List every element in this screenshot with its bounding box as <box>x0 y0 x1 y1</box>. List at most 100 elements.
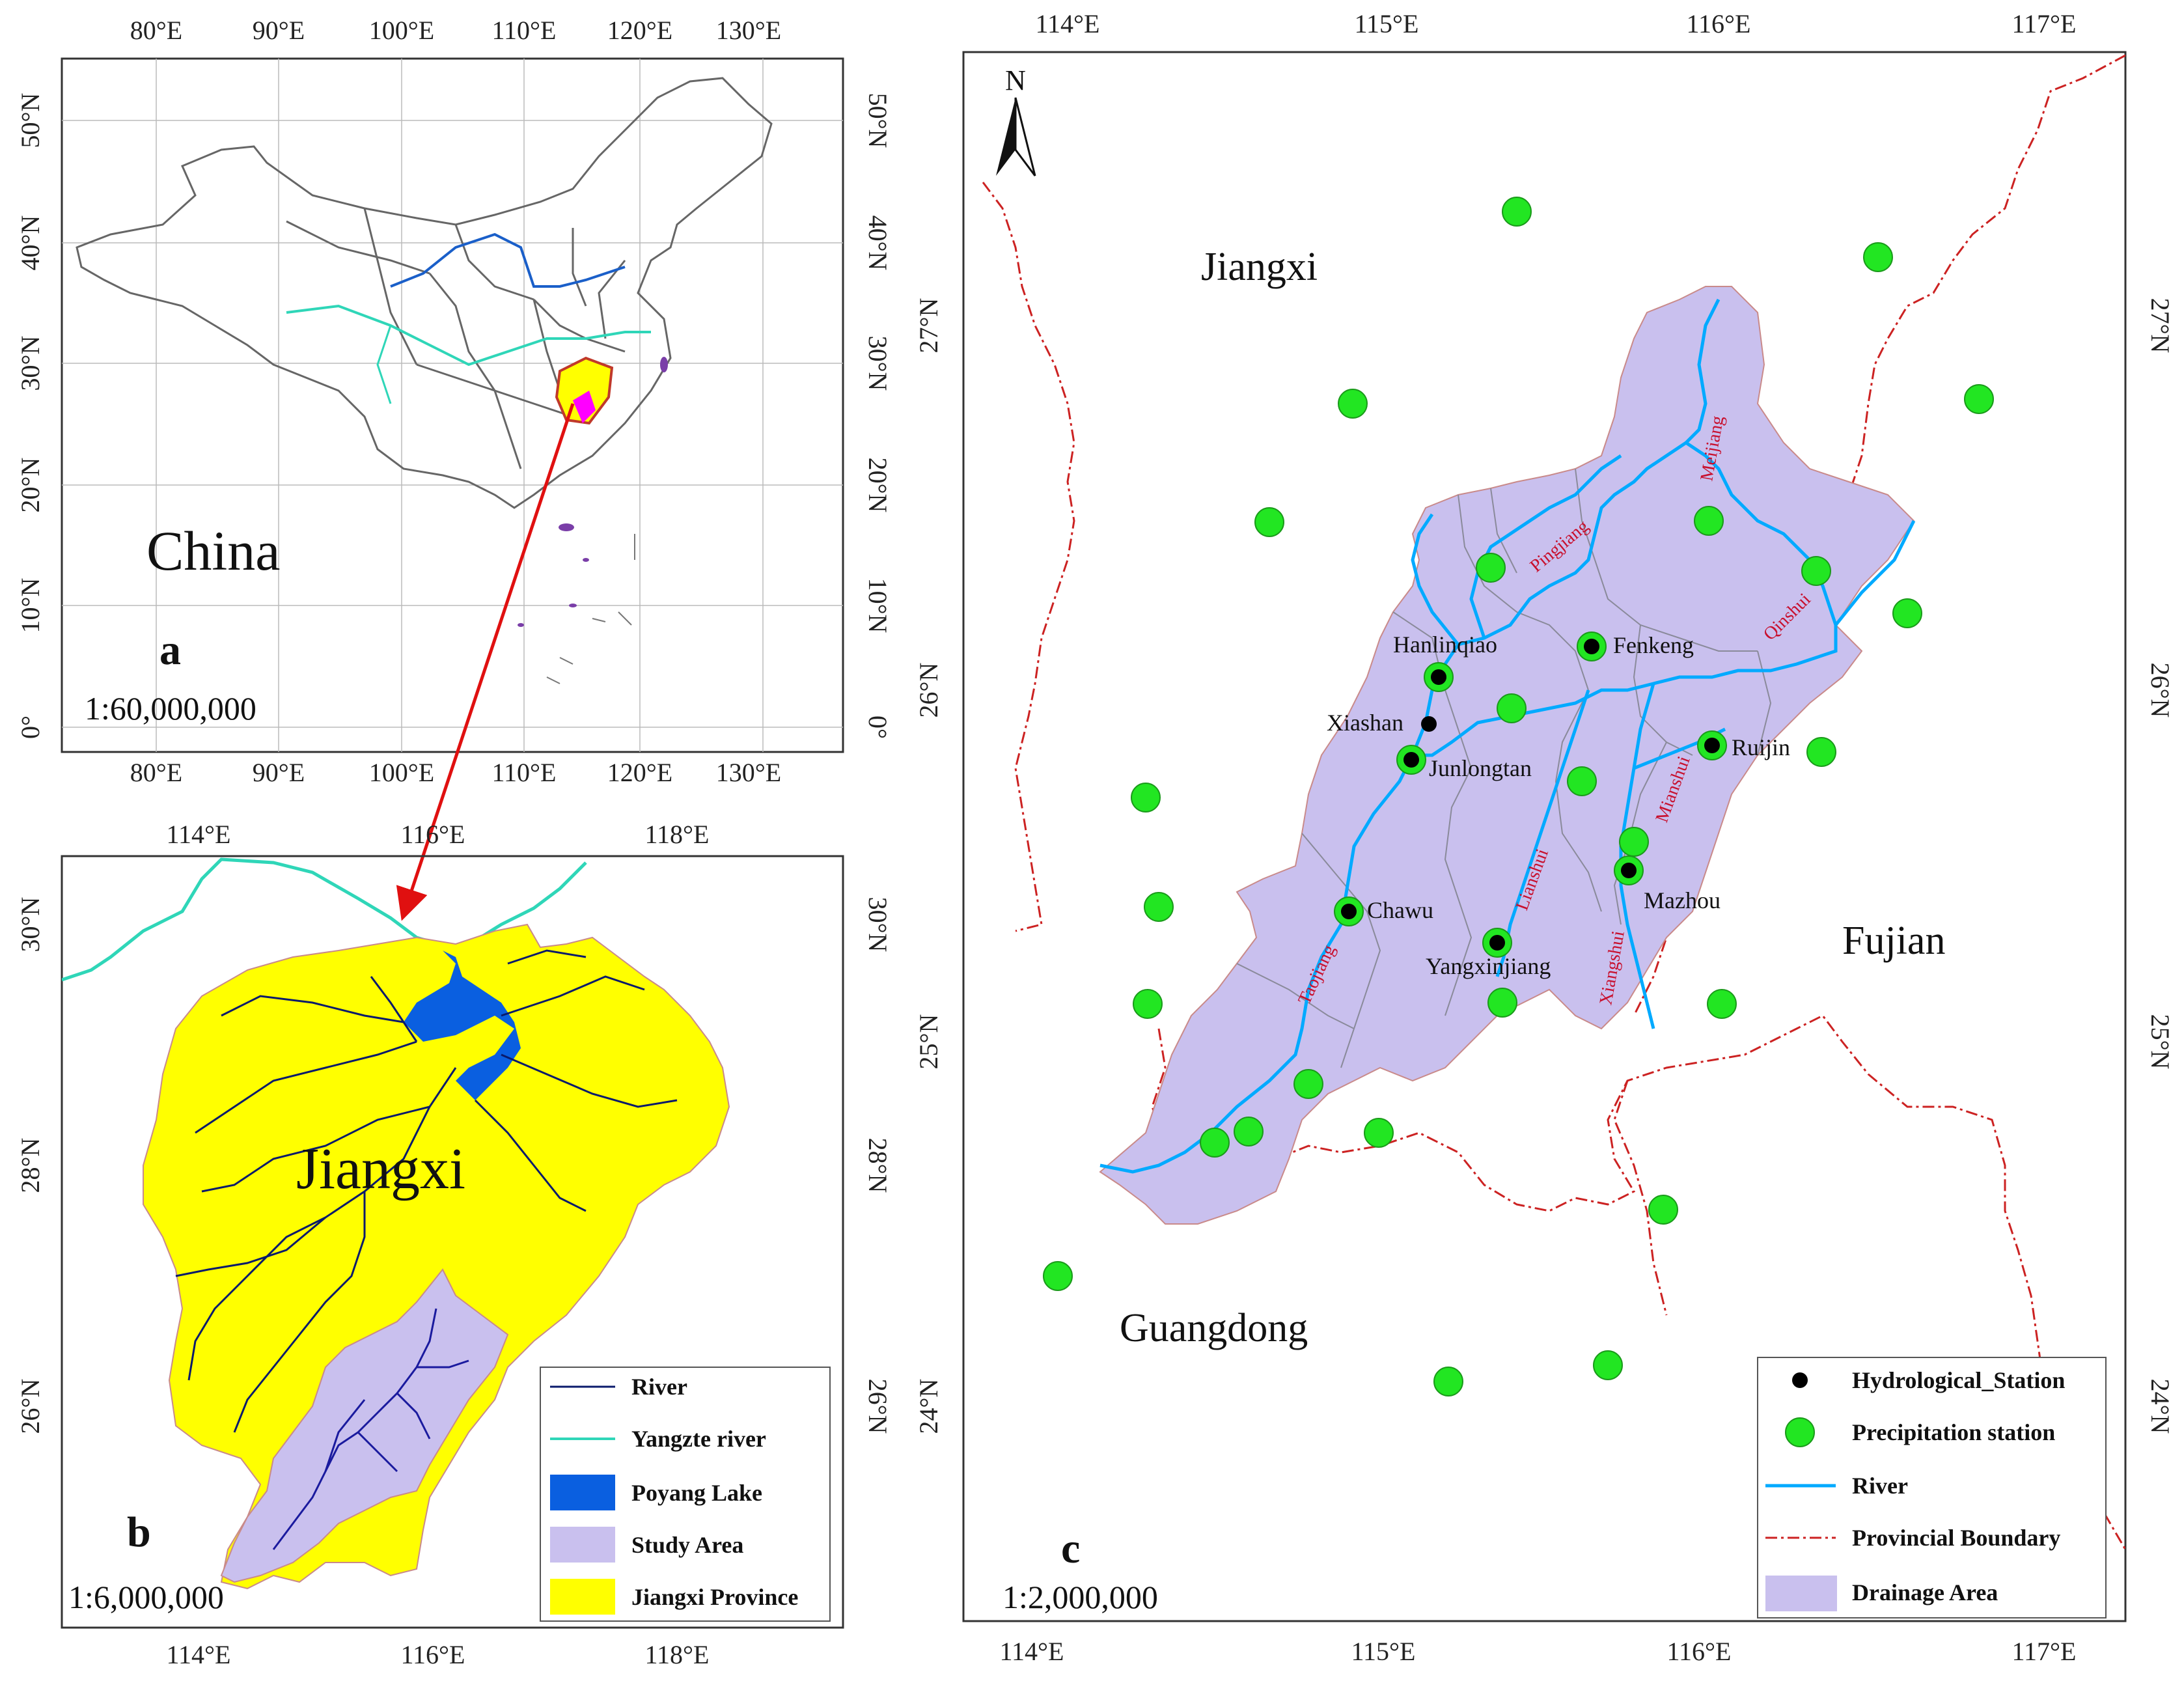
region-guangdong: Guangdong <box>1120 1306 1308 1350</box>
legend-lake-label: Poyang Lake <box>631 1480 762 1506</box>
c-top-lon-2: 115°E <box>1355 9 1419 38</box>
station-ruijin: Ruijin <box>1732 734 1790 760</box>
c-left-lat-2: 26°N <box>914 663 943 718</box>
panel-b-label: b <box>127 1508 151 1556</box>
china-outline <box>76 77 773 509</box>
station-chawu: Chawu <box>1367 897 1433 923</box>
yangtze-river-b <box>62 857 587 982</box>
station-hanlinqiao: Hanlinqiao <box>1393 632 1497 658</box>
b-left-lat-3: 26°N <box>16 1379 45 1434</box>
poyang-lake <box>404 951 521 1100</box>
c-top-lon-3: 116°E <box>1687 9 1751 38</box>
china-label: China <box>146 520 280 582</box>
station-fenkeng: Fenkeng <box>1613 632 1694 658</box>
b-top-lon-3: 118°E <box>645 820 710 849</box>
c-right-lat-1: 27°N <box>2146 298 2175 354</box>
c-bottom-lon-1: 114°E <box>1000 1637 1064 1666</box>
legend-yangtze-label: Yangzte river <box>631 1426 766 1452</box>
c-right-lat-3: 25°N <box>2146 1014 2175 1070</box>
panel-a-grid <box>62 59 843 752</box>
b-top-lon-2: 116°E <box>401 820 465 849</box>
c-bottom-lon-3: 116°E <box>1667 1637 1732 1666</box>
c-top-lon-4: 117°E <box>2012 9 2077 38</box>
a-top-lon-2: 90°E <box>253 16 305 45</box>
b-right-lat-2: 28°N <box>863 1138 892 1193</box>
a-bottom-lon-5: 120°E <box>607 758 672 787</box>
station-junlongtan: Junlongtan <box>1429 755 1532 781</box>
location-arrow <box>396 403 575 921</box>
islands <box>518 357 668 627</box>
b-bottom-lon-1: 114°E <box>167 1640 231 1669</box>
c-top-lon-1: 114°E <box>1036 9 1100 38</box>
station-mazhou: Mazhou <box>1644 887 1721 913</box>
c-bottom-lon-2: 115°E <box>1351 1637 1416 1666</box>
provincial-boundary <box>982 54 2125 1550</box>
legend-hydro-symbol <box>1792 1372 1808 1388</box>
a-bottom-lon-2: 90°E <box>253 758 305 787</box>
yellow-river <box>390 232 626 288</box>
a-bottom-lon-1: 80°E <box>130 758 182 787</box>
a-top-lon-3: 100°E <box>369 16 434 45</box>
panel-a-frame <box>61 57 844 753</box>
a-right-lat-5: 10°N <box>863 578 892 633</box>
a-right-lat-1: 50°N <box>863 93 892 148</box>
station-yangxinjiang: Yangxinjiang <box>1426 953 1551 979</box>
c-right-lat-2: 26°N <box>2146 663 2175 718</box>
b-bottom-lon-2: 116°E <box>401 1640 465 1669</box>
sub-basins <box>1236 468 1772 1068</box>
panel-c: N 114°E 115°E 116°E 117°E 114°E 115°E 11… <box>914 9 2175 1666</box>
a-left-lat-6: 0° <box>16 715 45 739</box>
b-bottom-lon-3: 118°E <box>645 1640 710 1669</box>
legend-lake-symbol <box>550 1475 615 1510</box>
a-right-lat-2: 40°N <box>863 215 892 271</box>
study-area-highlight <box>573 391 596 423</box>
c-left-lat-4: 24°N <box>914 1379 943 1434</box>
hydro-stations <box>1334 632 1727 958</box>
a-left-lat-2: 40°N <box>16 215 45 271</box>
legend-hydro-label: Hydrological_Station <box>1852 1367 2065 1393</box>
north-label: N <box>1005 64 1026 96</box>
station-xiashan: Xiashan <box>1327 710 1403 736</box>
b-right-lat-3: 26°N <box>863 1379 892 1434</box>
a-left-lat-4: 20°N <box>16 458 45 513</box>
b-left-lat-1: 30°N <box>16 897 45 952</box>
region-jiangxi: Jiangxi <box>1201 245 1318 289</box>
panel-b-legend: River Yangzte river Poyang Lake Study Ar… <box>540 1367 831 1622</box>
panel-c-legend: Hydrological_Station Precipitation stati… <box>1757 1357 2107 1618</box>
legend-province-symbol <box>550 1579 615 1615</box>
legend-precip-label: Precipitation station <box>1852 1419 2055 1445</box>
legend-study-symbol <box>550 1527 615 1563</box>
b-top-lon-1: 114°E <box>167 820 231 849</box>
jiangxi-label-b: Jiangxi <box>296 1137 465 1201</box>
a-bottom-lon-3: 100°E <box>369 758 434 787</box>
study-rivers <box>272 1308 469 1550</box>
panel-b-frame <box>61 855 844 1629</box>
jiangxi-rivers <box>175 949 678 1433</box>
panel-c-scale: 1:2,000,000 <box>1002 1579 1158 1615</box>
precip-stations <box>1043 197 1994 1396</box>
legend-river-label: River <box>631 1374 687 1400</box>
panel-a-label: a <box>159 626 181 674</box>
china-provinces <box>286 208 626 469</box>
a-right-lat-6: 0° <box>863 715 892 739</box>
legend-drainage-label: Drainage Area <box>1852 1579 1998 1605</box>
a-right-lat-4: 20°N <box>863 458 892 513</box>
a-top-lon-4: 110°E <box>492 16 557 45</box>
legend-study-label: Study Area <box>631 1532 743 1558</box>
a-right-lat-3: 30°N <box>863 336 892 391</box>
south-sea-marks <box>546 534 635 684</box>
panel-a: 80°E 90°E 100°E 110°E 120°E 130°E 80°E 9… <box>16 16 892 787</box>
north-arrow-icon <box>996 97 1036 176</box>
panel-b-scale: 1:6,000,000 <box>68 1579 224 1615</box>
b-right-lat-1: 30°N <box>863 897 892 952</box>
a-top-lon-5: 120°E <box>607 16 672 45</box>
yangtze-river-a <box>286 304 651 367</box>
a-left-lat-5: 10°N <box>16 578 45 633</box>
yangtze-upper-a <box>376 325 392 404</box>
a-bottom-lon-6: 130°E <box>716 758 781 787</box>
a-left-lat-1: 50°N <box>16 93 45 148</box>
c-left-lat-3: 25°N <box>914 1014 943 1070</box>
a-bottom-lon-4: 110°E <box>492 758 557 787</box>
legend-river-c-label: River <box>1852 1473 1908 1499</box>
